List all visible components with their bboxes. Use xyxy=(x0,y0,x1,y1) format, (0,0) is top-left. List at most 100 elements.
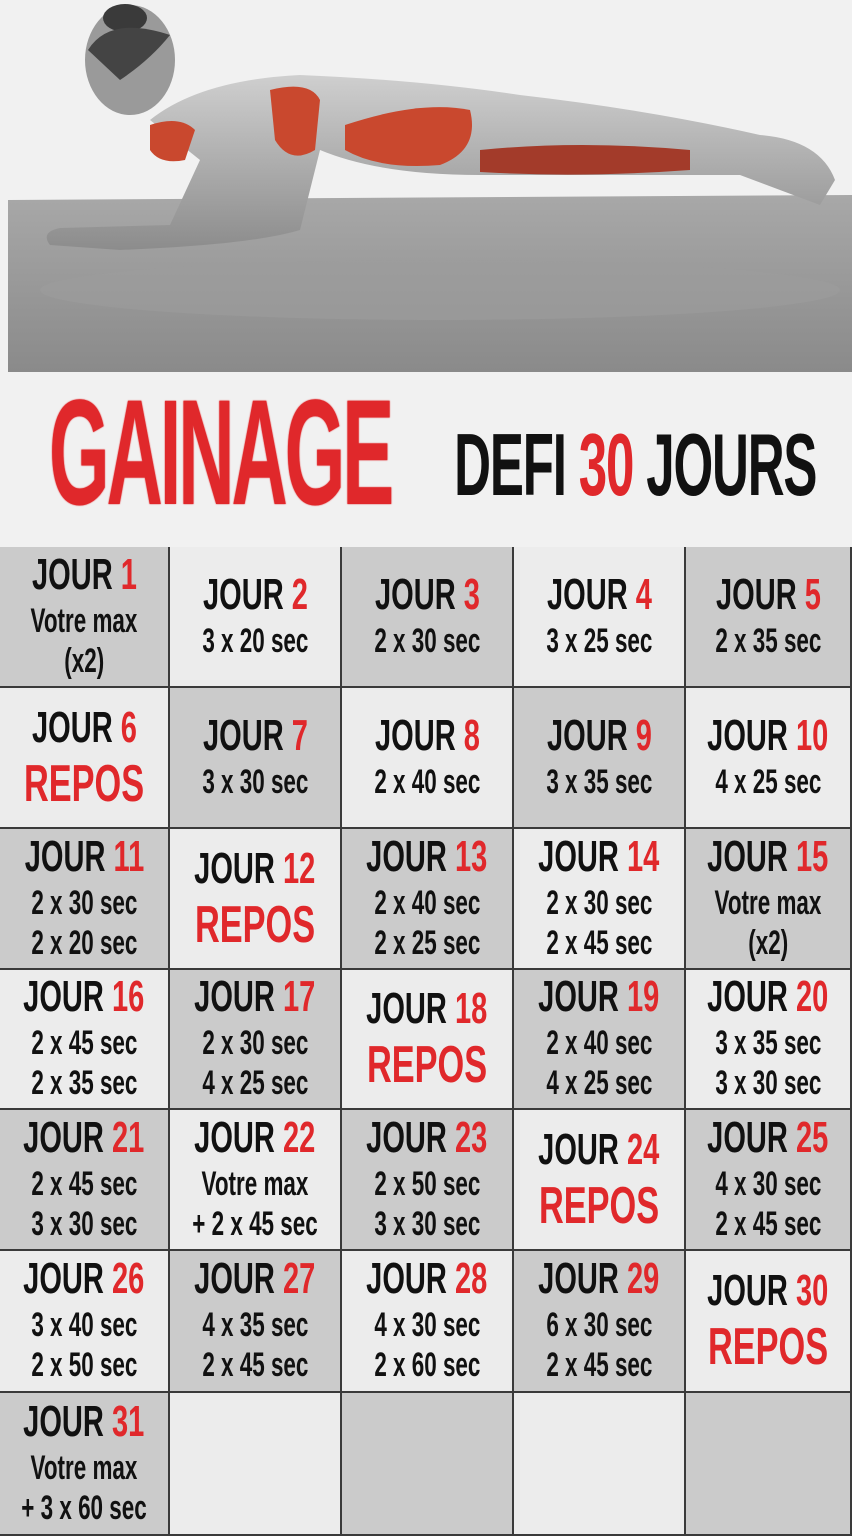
rest-label: REPOS xyxy=(538,1176,660,1235)
title-gainage: GAINAGE xyxy=(49,372,394,532)
day-prefix: JOUR xyxy=(707,1266,789,1315)
exercise-line: 2 x 25 sec xyxy=(373,923,481,962)
exercise-line: + 3 x 60 sec xyxy=(21,1488,147,1527)
day-label: JOUR 2 xyxy=(202,569,308,619)
day-cell: JOUR 29 6 x 30 sec 2 x 45 sec xyxy=(514,1251,686,1393)
day-number: 17 xyxy=(283,972,316,1021)
empty-cell xyxy=(514,1393,686,1536)
day-label: JOUR 27 xyxy=(194,1257,315,1301)
day-number: 24 xyxy=(627,1124,660,1174)
exercise-line: 2 x 45 sec xyxy=(545,923,653,962)
day-cell: JOUR 20 3 x 35 sec 3 x 30 sec xyxy=(686,970,852,1110)
day-cell: JOUR 18 REPOS xyxy=(342,970,514,1110)
subtitle-number: 30 xyxy=(578,415,635,514)
exercise-line: 2 x 30 sec xyxy=(201,1024,309,1062)
day-cell: JOUR 12 REPOS xyxy=(170,829,342,970)
exercise-line: + 2 x 45 sec xyxy=(192,1204,318,1243)
empty-cell xyxy=(170,1393,342,1536)
day-cell: JOUR 21 2 x 45 sec 3 x 30 sec xyxy=(0,1110,170,1251)
exercise-line: 3 x 30 sec xyxy=(373,1204,481,1243)
day-label: JOUR 26 xyxy=(23,1257,144,1301)
day-prefix: JOUR xyxy=(707,831,789,881)
exercise-line: 2 x 60 sec xyxy=(373,1346,481,1384)
day-prefix: JOUR xyxy=(715,569,797,619)
day-prefix: JOUR xyxy=(546,710,628,760)
day-prefix: JOUR xyxy=(366,1112,448,1162)
exercise-line: 2 x 20 sec xyxy=(30,923,138,962)
day-prefix: JOUR xyxy=(707,972,789,1021)
title-text: GAINAGE xyxy=(48,368,394,536)
day-label: JOUR 30 xyxy=(707,1269,828,1313)
day-prefix: JOUR xyxy=(194,972,276,1021)
exercise-line: 4 x 25 sec xyxy=(714,762,822,801)
day-prefix: JOUR xyxy=(23,972,105,1021)
day-number: 14 xyxy=(627,831,660,881)
day-cell: JOUR 22 Votre max + 2 x 45 sec xyxy=(170,1110,342,1251)
day-cell: JOUR 19 2 x 40 sec 4 x 25 sec xyxy=(514,970,686,1110)
day-cell: JOUR 13 2 x 40 sec 2 x 25 sec xyxy=(342,829,514,970)
exercise-line: 4 x 35 sec xyxy=(201,1306,309,1344)
day-label: JOUR 5 xyxy=(715,569,821,619)
exercise-line: (x2) xyxy=(64,641,104,680)
plank-illustration xyxy=(0,0,852,375)
day-number: 29 xyxy=(627,1254,660,1303)
day-label: JOUR 3 xyxy=(375,572,480,617)
exercise-line: 3 x 35 sec xyxy=(714,1024,822,1062)
day-number: 1 xyxy=(120,549,137,599)
day-cell: JOUR 16 2 x 45 sec 2 x 35 sec xyxy=(0,970,170,1110)
day-label: JOUR 12 xyxy=(194,843,315,893)
day-number: 22 xyxy=(283,1112,316,1162)
exercise-line: Votre max xyxy=(714,883,822,922)
exercise-line: 2 x 45 sec xyxy=(201,1346,309,1384)
day-number: 25 xyxy=(796,1112,829,1162)
day-cell: JOUR 10 4 x 25 sec xyxy=(686,688,852,829)
day-label: JOUR 24 xyxy=(538,1124,660,1174)
day-label: JOUR 9 xyxy=(546,710,652,760)
day-prefix: JOUR xyxy=(194,843,276,893)
exercise-line: 2 x 35 sec xyxy=(30,1064,138,1102)
exercise-line: 2 x 45 sec xyxy=(30,1024,138,1062)
day-prefix: JOUR xyxy=(23,1396,105,1446)
day-cell: JOUR 6 REPOS xyxy=(0,688,170,829)
exercise-line: Votre max xyxy=(30,1448,138,1487)
exercise-line: Votre max xyxy=(201,1164,309,1203)
day-label: JOUR 11 xyxy=(24,834,143,879)
day-label: JOUR 23 xyxy=(366,1112,487,1162)
day-prefix: JOUR xyxy=(374,710,456,760)
exercise-line: 4 x 25 sec xyxy=(545,1064,653,1102)
day-cell: JOUR 31 Votre max + 3 x 60 sec xyxy=(0,1393,170,1536)
day-label: JOUR 6 xyxy=(32,705,137,750)
day-prefix: JOUR xyxy=(538,831,620,881)
day-prefix: JOUR xyxy=(31,549,113,599)
exercise-line: (x2) xyxy=(748,923,788,962)
exercise-line: 3 x 20 sec xyxy=(201,621,309,660)
day-label: JOUR 21 xyxy=(23,1112,144,1162)
exercise-line: 2 x 45 sec xyxy=(714,1204,822,1243)
day-cell: JOUR 27 4 x 35 sec 2 x 45 sec xyxy=(170,1251,342,1393)
day-prefix: JOUR xyxy=(546,569,628,619)
day-number: 13 xyxy=(455,831,488,881)
day-prefix: JOUR xyxy=(538,1254,620,1303)
day-label: JOUR 8 xyxy=(374,710,480,760)
day-prefix: JOUR xyxy=(538,972,620,1021)
day-label: JOUR 15 xyxy=(707,831,829,881)
exercise-line: 2 x 30 sec xyxy=(30,883,138,922)
day-label: JOUR 25 xyxy=(707,1112,829,1162)
day-cell: JOUR 28 4 x 30 sec 2 x 60 sec xyxy=(342,1251,514,1393)
day-cell: JOUR 1 Votre max (x2) xyxy=(0,547,170,688)
day-number: 16 xyxy=(112,972,145,1021)
day-prefix: JOUR xyxy=(366,984,448,1033)
day-prefix: JOUR xyxy=(202,569,284,619)
day-cell: JOUR 25 4 x 30 sec 2 x 45 sec xyxy=(686,1110,852,1251)
day-number: 31 xyxy=(112,1396,145,1446)
day-number: 15 xyxy=(796,831,829,881)
day-cell: JOUR 17 2 x 30 sec 4 x 25 sec xyxy=(170,970,342,1110)
exercise-line: 2 x 30 sec xyxy=(373,621,481,660)
day-label: JOUR 4 xyxy=(546,569,652,619)
day-prefix: JOUR xyxy=(23,1112,105,1162)
day-cell: JOUR 26 3 x 40 sec 2 x 50 sec xyxy=(0,1251,170,1393)
